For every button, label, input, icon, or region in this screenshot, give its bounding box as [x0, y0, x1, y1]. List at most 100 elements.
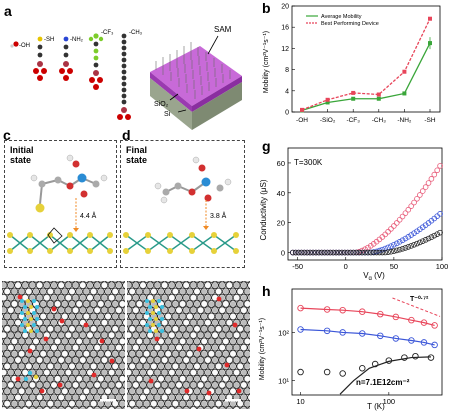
chart-g-ylabel: Conductivity (μS): [259, 179, 268, 240]
stem-atom: [15, 320, 21, 326]
stem-atom-edge: [17, 362, 26, 371]
stem-atom-edge: [10, 300, 19, 308]
molecule-nh2: -NH₂: [59, 36, 84, 81]
stem-atom-edge: [204, 381, 212, 389]
stem-atom: [15, 357, 21, 363]
stem-atom-edge: [10, 312, 19, 321]
stem-atom-edge: [14, 331, 22, 339]
stem-atom: [112, 313, 118, 320]
stem-atom-edge: [50, 356, 58, 364]
stem-atom-edge: [68, 281, 76, 283]
panel-d-title-line1: Final: [126, 145, 147, 155]
stem-atom: [37, 282, 43, 288]
stem-atom: [29, 295, 35, 301]
chart-g-point: [341, 249, 348, 256]
chart-b-xtick-label: -OH: [296, 117, 308, 124]
chart-g-point: [313, 249, 319, 256]
stem-atom-edge: [186, 300, 194, 308]
stem-atom-edge: [75, 300, 83, 308]
stem-atom-edge: [232, 343, 241, 352]
stem-atom: [144, 326, 150, 332]
stem-atom: [47, 363, 54, 369]
chart-g-point: [376, 247, 383, 254]
overlay-model-atom: [20, 299, 24, 303]
stem-atom: [127, 357, 132, 363]
stem-atom-edge: [50, 381, 58, 389]
stem-atom-edge: [25, 287, 33, 296]
stem-atom-edge: [232, 368, 241, 377]
stem-atom-edge: [64, 281, 73, 289]
chart-g-point: [399, 237, 406, 244]
stem-atom: [55, 326, 61, 332]
stem-atom: [83, 288, 89, 295]
stem-atom-edge: [89, 362, 98, 371]
chart-b-point: [376, 96, 381, 101]
stem-atom-edge: [61, 337, 69, 346]
stem-atom-edge: [240, 368, 248, 377]
stem-atom-edge: [225, 318, 234, 327]
stem-atom: [187, 338, 193, 344]
chart-g-point: [359, 249, 365, 256]
stem-atom-edge: [193, 300, 201, 308]
stem-atom: [80, 282, 86, 288]
chart-g-point: [388, 226, 394, 232]
stem-atom-edge: [79, 306, 87, 314]
stem-atom: [87, 407, 93, 409]
chart-h-point: [359, 364, 366, 372]
stem-atom-edge: [3, 362, 11, 371]
stem-atom-edge: [7, 381, 15, 389]
stem-atom-edge: [100, 356, 109, 364]
stem-atom: [158, 388, 164, 394]
stem-atom: [226, 407, 232, 409]
stem-image-f: [127, 281, 250, 409]
stem-atom-edge: [25, 337, 33, 346]
stem-atom-edge: [93, 293, 101, 302]
stem-atom-edge: [142, 387, 151, 395]
stem-atom-edge: [146, 406, 154, 409]
stem-f-svg: [127, 281, 250, 409]
stem-atom: [183, 307, 189, 313]
stem-atom-edge: [86, 281, 94, 289]
stem-atom: [133, 394, 139, 401]
defect-marker: [196, 346, 202, 352]
stem-atom-edge: [243, 312, 250, 321]
stem-atom: [223, 351, 229, 357]
stem-atom-edge: [18, 281, 25, 283]
defect-marker: [43, 336, 49, 342]
stem-atom: [187, 351, 193, 357]
stem-atom-edge: [14, 356, 22, 364]
stem-atom: [187, 363, 193, 369]
stem-atom: [176, 320, 182, 326]
stem-atom: [15, 407, 21, 409]
mol-label-oh: -OH: [19, 43, 30, 49]
stem-atom-edge: [215, 281, 222, 283]
stem-atom-edge: [118, 350, 125, 358]
stem-atom: [55, 338, 61, 344]
stem-atom: [172, 351, 178, 357]
stem-atom-edge: [182, 381, 190, 389]
stem-atom-edge: [157, 362, 165, 371]
stem-atom-edge: [71, 356, 80, 364]
stem-atom-edge: [53, 287, 62, 296]
stem-atom: [248, 332, 250, 338]
stem-atom-edge: [111, 300, 119, 308]
stem-atom: [58, 307, 64, 313]
stem-atom-edge: [164, 300, 172, 308]
chart-b-point: [351, 96, 356, 101]
stem-atom: [237, 313, 243, 320]
stem-atom: [2, 389, 3, 393]
stem-atom: [112, 363, 118, 369]
stem-atom-edge: [86, 306, 94, 314]
stem-atom-edge: [139, 381, 147, 389]
stem-atom-edge: [2, 393, 8, 402]
stem-atom-edge: [57, 356, 65, 364]
stem-atom: [19, 376, 25, 382]
stem-atom: [22, 357, 28, 363]
stem-atom: [244, 326, 250, 332]
stem-atom-edge: [193, 375, 201, 383]
stem-atom: [162, 394, 168, 401]
overlay-model-atom: [27, 370, 33, 376]
stem-atom: [22, 344, 28, 351]
stem-atom-edge: [236, 362, 244, 371]
stem-atom: [76, 313, 82, 320]
